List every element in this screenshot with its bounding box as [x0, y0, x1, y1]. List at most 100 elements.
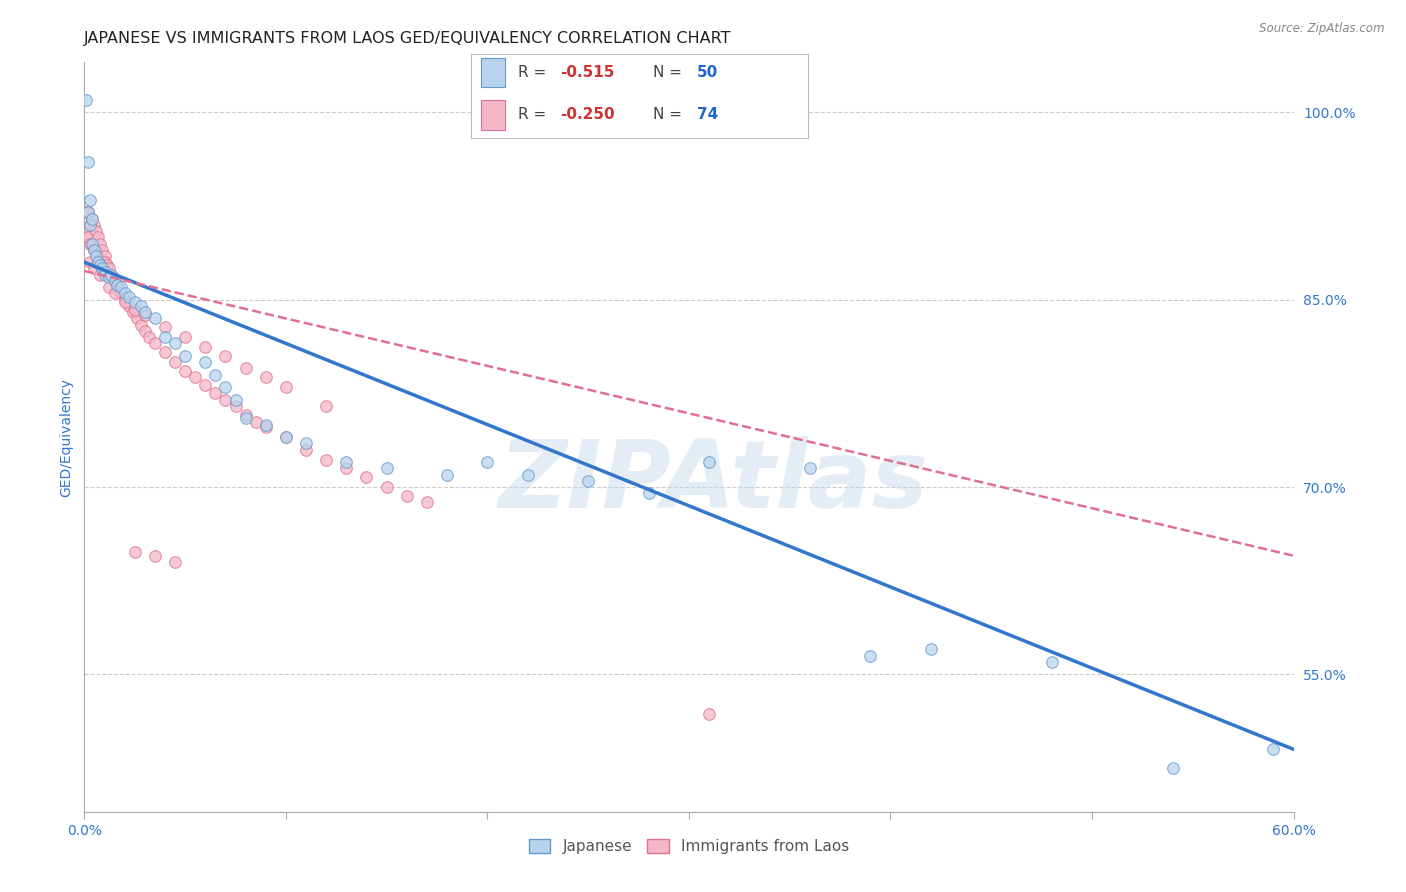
FancyBboxPatch shape — [481, 58, 505, 87]
Point — [335, 455, 357, 469]
Point — [1040, 655, 1063, 669]
Point — [101, 270, 124, 285]
Point — [86, 249, 108, 263]
Point — [79, 218, 101, 232]
Point — [295, 442, 318, 457]
Point — [375, 461, 398, 475]
Point — [143, 549, 166, 563]
Point — [86, 224, 108, 238]
Point — [174, 349, 197, 363]
Point — [118, 290, 141, 304]
Point — [335, 461, 357, 475]
Text: R =: R = — [519, 65, 551, 80]
Point — [274, 430, 297, 444]
Point — [105, 277, 128, 292]
Point — [204, 386, 226, 401]
Text: JAPANESE VS IMMIGRANTS FROM LAOS GED/EQUIVALENCY CORRELATION CHART: JAPANESE VS IMMIGRANTS FROM LAOS GED/EQU… — [84, 31, 733, 46]
Point — [86, 245, 108, 260]
Point — [697, 707, 720, 722]
Point — [204, 368, 226, 382]
Point — [104, 286, 127, 301]
Point — [105, 277, 128, 292]
Point — [295, 436, 318, 450]
Point — [97, 270, 120, 285]
Point — [77, 205, 100, 219]
Y-axis label: GED/Equivalency: GED/Equivalency — [59, 377, 73, 497]
Text: Source: ZipAtlas.com: Source: ZipAtlas.com — [1260, 22, 1385, 36]
Point — [89, 236, 111, 251]
Point — [637, 486, 659, 500]
Point — [82, 236, 104, 251]
Point — [165, 355, 187, 369]
Point — [89, 252, 111, 267]
Point — [799, 461, 821, 475]
Point — [110, 280, 132, 294]
Point — [184, 370, 207, 384]
Point — [356, 470, 378, 484]
Point — [87, 249, 110, 263]
Point — [107, 283, 129, 297]
Text: N =: N = — [654, 65, 688, 80]
Point — [82, 211, 104, 226]
Point — [118, 299, 141, 313]
Point — [83, 243, 105, 257]
Point — [110, 286, 132, 301]
Point — [114, 295, 136, 310]
Point — [235, 361, 257, 376]
Text: 50: 50 — [697, 65, 718, 80]
Point — [79, 255, 101, 269]
Point — [77, 230, 100, 244]
Point — [174, 330, 197, 344]
Point — [75, 230, 97, 244]
Point — [83, 218, 105, 232]
Point — [114, 286, 136, 301]
Point — [93, 255, 115, 269]
Point — [194, 377, 217, 392]
Point — [153, 330, 176, 344]
Text: 74: 74 — [697, 107, 718, 122]
Point — [214, 349, 236, 363]
Point — [245, 415, 267, 429]
Text: N =: N = — [654, 107, 688, 122]
Point — [1263, 742, 1285, 756]
Point — [93, 268, 115, 282]
Point — [79, 218, 101, 232]
Point — [214, 392, 236, 407]
Point — [77, 205, 100, 219]
Point — [225, 392, 247, 407]
Point — [395, 489, 418, 503]
Point — [129, 318, 152, 332]
Point — [83, 261, 105, 276]
Point — [93, 265, 115, 279]
Point — [129, 299, 152, 313]
Point — [125, 311, 148, 326]
Point — [89, 268, 111, 282]
Point — [165, 555, 187, 569]
Point — [138, 330, 160, 344]
Point — [143, 311, 166, 326]
Point — [254, 417, 277, 432]
Point — [153, 320, 176, 334]
Point — [134, 305, 156, 319]
Point — [274, 380, 297, 394]
Point — [194, 355, 217, 369]
Point — [121, 305, 143, 319]
Point — [75, 205, 97, 219]
Point — [477, 455, 499, 469]
Point — [576, 474, 599, 488]
Point — [100, 268, 122, 282]
Point — [93, 249, 115, 263]
Point — [91, 243, 114, 257]
Point — [104, 274, 127, 288]
Point — [174, 364, 197, 378]
Point — [83, 243, 105, 257]
Point — [87, 230, 110, 244]
Legend: Japanese, Immigrants from Laos: Japanese, Immigrants from Laos — [523, 833, 855, 860]
Point — [235, 408, 257, 422]
Point — [124, 295, 146, 310]
Point — [194, 340, 217, 354]
Point — [274, 430, 297, 444]
Point — [436, 467, 458, 482]
Point — [97, 280, 120, 294]
Point — [124, 302, 146, 317]
